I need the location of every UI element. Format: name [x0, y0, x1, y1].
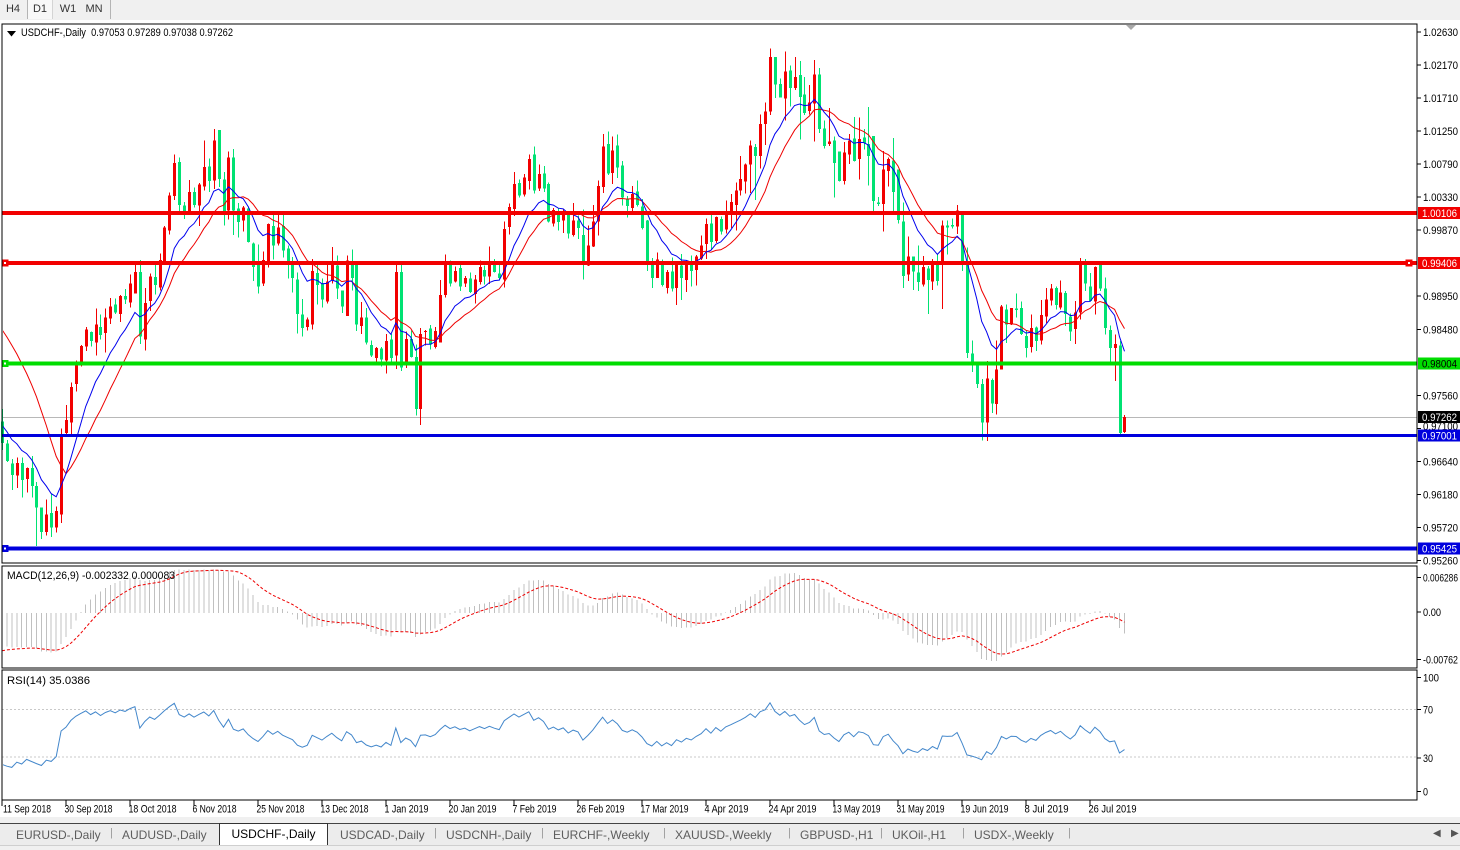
svg-text:11 Sep 2018: 11 Sep 2018 — [3, 804, 51, 816]
svg-text:1.00790: 1.00790 — [1423, 159, 1458, 171]
svg-text:0.97001: 0.97001 — [1422, 431, 1457, 443]
svg-text:0.97262: 0.97262 — [1422, 412, 1457, 424]
svg-text:1.01710: 1.01710 — [1423, 93, 1458, 105]
svg-text:20 Jan 2019: 20 Jan 2019 — [449, 804, 497, 816]
svg-text:1.02170: 1.02170 — [1423, 60, 1458, 72]
svg-text:0.97560: 0.97560 — [1423, 391, 1458, 403]
svg-text:0.98950: 0.98950 — [1423, 291, 1458, 303]
svg-text:MACD(12,26,9) -0.002332 0.0000: MACD(12,26,9) -0.002332 0.000083 — [7, 570, 175, 582]
svg-text:0.00: 0.00 — [1423, 607, 1441, 619]
svg-text:0.98004: 0.98004 — [1422, 359, 1457, 371]
svg-text:0.98480: 0.98480 — [1423, 325, 1458, 337]
svg-text:1.01250: 1.01250 — [1423, 126, 1458, 138]
svg-text:18 Oct 2018: 18 Oct 2018 — [129, 804, 177, 816]
svg-text:1 Jan 2019: 1 Jan 2019 — [385, 804, 429, 816]
svg-text:0: 0 — [1423, 787, 1428, 799]
svg-text:RSI(14) 35.0386: RSI(14) 35.0386 — [7, 675, 90, 687]
svg-text:0.96180: 0.96180 — [1423, 490, 1458, 502]
svg-text:30: 30 — [1423, 753, 1433, 765]
svg-text:31 May 2019: 31 May 2019 — [897, 804, 945, 816]
svg-text:100: 100 — [1423, 673, 1439, 685]
svg-text:24 Apr 2019: 24 Apr 2019 — [769, 804, 817, 816]
svg-text:26 Feb 2019: 26 Feb 2019 — [577, 804, 625, 816]
svg-text:USDCHF-,Daily 0.97053 0.97289: USDCHF-,Daily 0.97053 0.97289 0.97038 0.… — [21, 27, 233, 39]
svg-text:1.00330: 1.00330 — [1423, 192, 1458, 204]
svg-text:1.00106: 1.00106 — [1422, 208, 1457, 220]
svg-text:0.95425: 0.95425 — [1422, 544, 1457, 556]
svg-text:13 Dec 2018: 13 Dec 2018 — [321, 804, 369, 816]
svg-text:7 Feb 2019: 7 Feb 2019 — [513, 804, 557, 816]
svg-text:0.95720: 0.95720 — [1423, 522, 1458, 534]
svg-text:0.96640: 0.96640 — [1423, 457, 1458, 469]
svg-text:8 Jul 2019: 8 Jul 2019 — [1025, 804, 1069, 816]
svg-text:-0.00762: -0.00762 — [1423, 654, 1458, 666]
svg-text:30 Sep 2018: 30 Sep 2018 — [65, 804, 113, 816]
svg-text:19 Jun 2019: 19 Jun 2019 — [961, 804, 1009, 816]
svg-text:0.99406: 0.99406 — [1422, 258, 1457, 270]
svg-text:4 Apr 2019: 4 Apr 2019 — [705, 804, 749, 816]
svg-text:17 Mar 2019: 17 Mar 2019 — [641, 804, 689, 816]
svg-text:25 Nov 2018: 25 Nov 2018 — [257, 804, 305, 816]
svg-text:6 Nov 2018: 6 Nov 2018 — [193, 804, 237, 816]
svg-text:1.02630: 1.02630 — [1423, 27, 1458, 39]
svg-text:0.99870: 0.99870 — [1423, 225, 1458, 237]
svg-text:0.006286: 0.006286 — [1423, 573, 1458, 585]
svg-text:70: 70 — [1423, 705, 1433, 717]
svg-text:0.95260: 0.95260 — [1423, 555, 1458, 567]
svg-text:26 Jul 2019: 26 Jul 2019 — [1089, 804, 1137, 816]
svg-text:13 May 2019: 13 May 2019 — [833, 804, 881, 816]
